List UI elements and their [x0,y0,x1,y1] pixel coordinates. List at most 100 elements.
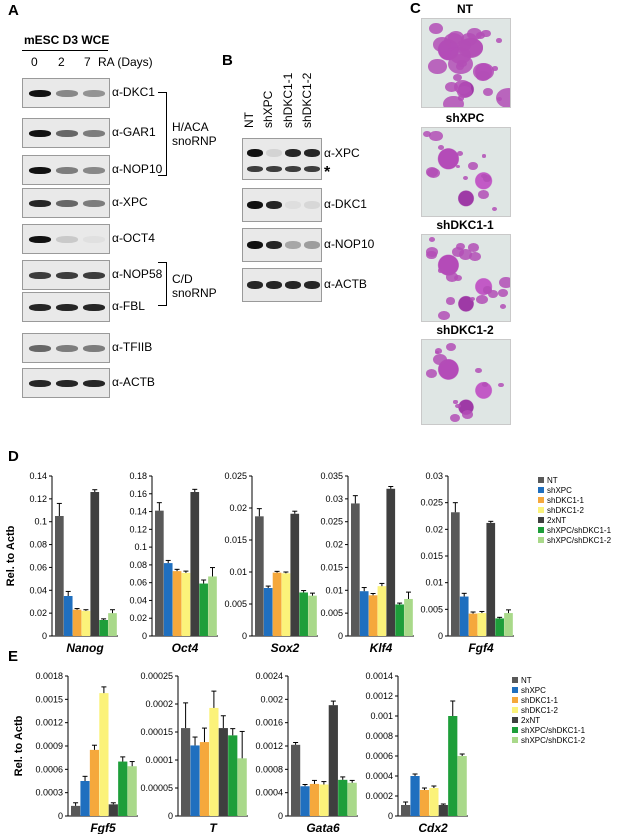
y-tick-label: 0.002 [260,694,283,704]
stained-colony [481,154,486,158]
bar [309,783,320,816]
y-tick-label: 0.0008 [255,764,283,774]
bar [90,492,100,636]
y-tick-label: 0.12 [129,524,147,534]
stained-colony [432,354,447,366]
legend-entry: shXPC/shDKC1-1 [547,526,612,535]
blot-a-8 [22,333,110,363]
band [266,166,282,172]
group-cd-line1: C/D [172,272,193,286]
band [29,272,51,279]
bar [108,613,117,636]
y-tick-label: 0 [388,811,393,821]
blot-b-2 [242,188,322,222]
y-tick-label: 0.01 [229,567,247,577]
band [56,304,78,311]
y-tick-label: 0.00005 [140,783,173,793]
stained-colony [425,369,437,378]
blot-b-label: α-ACTB [324,277,367,291]
y-axis-label: Rel. to Actb [5,525,17,586]
y-tick-label: 0 [58,811,63,821]
y-tick-label: 0.0008 [365,731,393,741]
gene-label: Sox2 [271,641,300,655]
stained-colony [445,297,455,305]
legend-entry: 2xNT [547,516,566,525]
stained-colony [434,347,443,354]
stained-colony [477,189,490,199]
gene-label: Gata6 [306,821,340,834]
y-tick-label: 0.1 [134,542,147,552]
y-tick-label: 0.0002 [145,699,173,709]
stained-colony [462,409,474,419]
band [247,149,263,157]
panel-e-letter: E [8,648,19,665]
gene-label: Oct4 [172,641,199,655]
y-tick-label: 0.0015 [35,694,63,704]
stained-colony [463,175,469,180]
bar [108,804,118,816]
band [83,167,105,174]
stained-colony [454,274,463,281]
bar [72,609,82,636]
bar [459,596,469,636]
bar [291,744,301,816]
bar [457,756,467,816]
legend-swatch [538,497,544,503]
band [285,149,301,157]
stained-colony [425,250,437,260]
blot-a-label: α-XPC [112,195,148,209]
bar [429,788,439,816]
band [56,167,78,174]
micrograph-title: shXPC [445,111,485,125]
bar [63,596,73,636]
band [29,130,51,137]
y-tick-label: 0.01 [425,578,443,588]
y-tick-label: 0.0002 [365,791,393,801]
bar [190,492,200,636]
gene-label: Nanog [66,641,104,655]
legend-entry: shXPC/shDKC1-2 [521,736,586,745]
y-tick-label: 0.08 [129,560,147,570]
y-tick-label: 0.14 [129,507,147,517]
time-label-0: 0 [31,55,38,69]
y-tick-label: 0 [278,811,283,821]
bar [155,510,164,636]
y-tick-label: 0.00015 [140,727,173,737]
micrograph [421,127,511,217]
bar [172,571,182,636]
band [285,241,301,249]
legend-swatch [538,477,544,483]
band [56,200,78,207]
bar [218,728,228,816]
stained-colony [449,414,461,423]
y-tick-label: 0 [338,631,343,641]
stained-colony [456,151,463,157]
legend-swatch [538,517,544,523]
stained-colony [498,289,508,297]
bar [228,735,238,816]
blot-b-3 [242,228,322,262]
stained-colony [428,237,435,243]
y-tick-label: 0.015 [320,562,343,572]
bar [71,805,81,816]
stained-colony [438,310,450,320]
y-tick-label: 0.0018 [35,671,63,681]
band [29,167,51,174]
stained-colony [483,175,492,183]
stained-colony [483,286,493,294]
micrograph [421,234,511,322]
band [304,281,320,289]
band [56,272,78,279]
stained-colony [428,130,443,142]
legend-swatch [512,677,518,683]
stained-colony [499,304,506,310]
band [266,241,282,249]
band [304,241,320,249]
gene-label: Fgf4 [468,641,494,655]
legend-swatch [512,687,518,693]
y-tick-label: 0.02 [129,613,147,623]
y-tick-label: 0.18 [129,471,147,481]
micrograph-title: shDKC1-1 [436,218,494,232]
legend-swatch [512,727,518,733]
bar [300,786,310,816]
